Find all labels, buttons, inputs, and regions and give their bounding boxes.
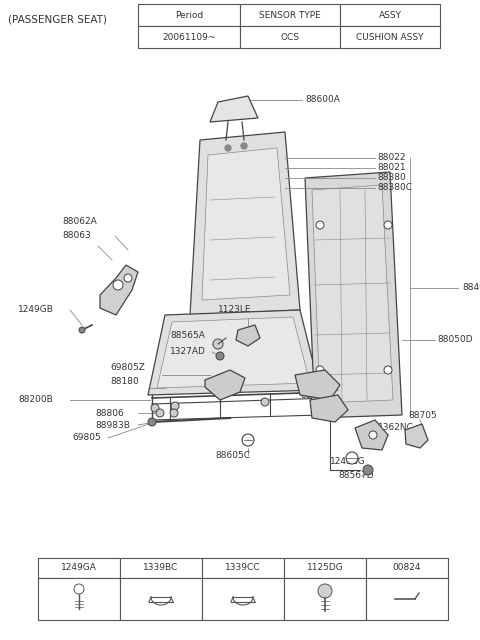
Circle shape bbox=[242, 434, 254, 446]
Text: CUSHION ASSY: CUSHION ASSY bbox=[356, 33, 424, 42]
Polygon shape bbox=[310, 395, 348, 422]
Circle shape bbox=[369, 431, 377, 439]
Text: 88062B: 88062B bbox=[300, 390, 335, 399]
Text: 1125DG: 1125DG bbox=[307, 563, 343, 573]
Text: 88400: 88400 bbox=[462, 284, 480, 292]
Text: 88200B: 88200B bbox=[18, 396, 53, 404]
Circle shape bbox=[216, 352, 224, 360]
Polygon shape bbox=[305, 172, 402, 418]
Bar bbox=[202, 578, 284, 620]
Bar bbox=[340, 4, 440, 26]
Bar bbox=[202, 558, 284, 578]
Text: ASSY: ASSY bbox=[379, 10, 401, 19]
Text: 88605C: 88605C bbox=[215, 451, 250, 460]
Text: 88983B: 88983B bbox=[95, 420, 130, 429]
Bar bbox=[38, 558, 120, 578]
Text: 88062A: 88062A bbox=[62, 218, 97, 227]
Circle shape bbox=[113, 280, 123, 290]
Text: 1123LE: 1123LE bbox=[218, 305, 252, 314]
Text: Period: Period bbox=[175, 10, 203, 19]
Text: 88180: 88180 bbox=[110, 378, 139, 387]
Text: 1243BG: 1243BG bbox=[330, 458, 366, 467]
Circle shape bbox=[346, 452, 358, 464]
Circle shape bbox=[151, 404, 159, 412]
Circle shape bbox=[384, 221, 392, 229]
Text: 88050D: 88050D bbox=[437, 335, 473, 344]
Text: SENSOR TYPE: SENSOR TYPE bbox=[259, 10, 321, 19]
Bar bbox=[240, 4, 340, 26]
Circle shape bbox=[316, 221, 324, 229]
Text: 88063: 88063 bbox=[62, 232, 91, 241]
Bar bbox=[284, 578, 366, 620]
Circle shape bbox=[156, 409, 164, 417]
Text: 1327AD: 1327AD bbox=[170, 348, 206, 356]
Text: 88380: 88380 bbox=[377, 173, 406, 182]
Circle shape bbox=[170, 409, 178, 417]
Circle shape bbox=[225, 145, 231, 151]
Text: 1339CC: 1339CC bbox=[225, 563, 261, 573]
Text: 88567D: 88567D bbox=[338, 472, 373, 481]
Text: 00824: 00824 bbox=[393, 563, 421, 573]
Polygon shape bbox=[236, 325, 260, 346]
Text: 1249GB: 1249GB bbox=[18, 305, 54, 314]
Circle shape bbox=[74, 584, 84, 594]
Circle shape bbox=[363, 465, 373, 475]
Polygon shape bbox=[210, 96, 258, 122]
Circle shape bbox=[384, 366, 392, 374]
Text: 1339BC: 1339BC bbox=[144, 563, 179, 573]
Bar bbox=[284, 558, 366, 578]
Circle shape bbox=[171, 402, 179, 410]
Bar bbox=[138, 4, 240, 26]
Polygon shape bbox=[205, 370, 245, 400]
Text: 88565A: 88565A bbox=[170, 332, 205, 340]
Bar bbox=[340, 26, 440, 48]
Bar bbox=[138, 26, 240, 48]
Polygon shape bbox=[405, 424, 428, 448]
Circle shape bbox=[311, 396, 319, 404]
Bar bbox=[366, 578, 448, 620]
Bar bbox=[366, 558, 448, 578]
Text: 88021: 88021 bbox=[377, 163, 406, 173]
Text: OCS: OCS bbox=[280, 33, 300, 42]
Text: 69805Z: 69805Z bbox=[110, 364, 145, 372]
Text: 88022: 88022 bbox=[377, 154, 406, 163]
Polygon shape bbox=[148, 310, 320, 395]
Text: 88600A: 88600A bbox=[305, 95, 340, 104]
Circle shape bbox=[213, 339, 223, 349]
Polygon shape bbox=[190, 132, 300, 315]
Polygon shape bbox=[202, 148, 290, 300]
Polygon shape bbox=[295, 370, 340, 400]
Circle shape bbox=[261, 398, 269, 406]
Circle shape bbox=[124, 274, 132, 282]
Bar bbox=[120, 558, 202, 578]
Polygon shape bbox=[100, 265, 138, 315]
Text: 1362NC: 1362NC bbox=[378, 424, 414, 433]
Text: 88705: 88705 bbox=[408, 410, 437, 419]
Text: 1249GA: 1249GA bbox=[61, 563, 97, 573]
Polygon shape bbox=[355, 420, 388, 450]
Text: 69805: 69805 bbox=[72, 433, 101, 442]
Circle shape bbox=[316, 366, 324, 374]
Polygon shape bbox=[312, 185, 393, 403]
Text: 20061109~: 20061109~ bbox=[162, 33, 216, 42]
Circle shape bbox=[318, 584, 332, 598]
Bar bbox=[240, 26, 340, 48]
Circle shape bbox=[148, 418, 156, 426]
Polygon shape bbox=[157, 317, 310, 388]
Circle shape bbox=[79, 327, 85, 333]
Text: (PASSENGER SEAT): (PASSENGER SEAT) bbox=[8, 14, 107, 24]
Bar bbox=[38, 578, 120, 620]
Bar bbox=[120, 578, 202, 620]
Text: 88380C: 88380C bbox=[377, 184, 412, 193]
Text: 88806: 88806 bbox=[95, 408, 124, 417]
Circle shape bbox=[241, 143, 247, 149]
